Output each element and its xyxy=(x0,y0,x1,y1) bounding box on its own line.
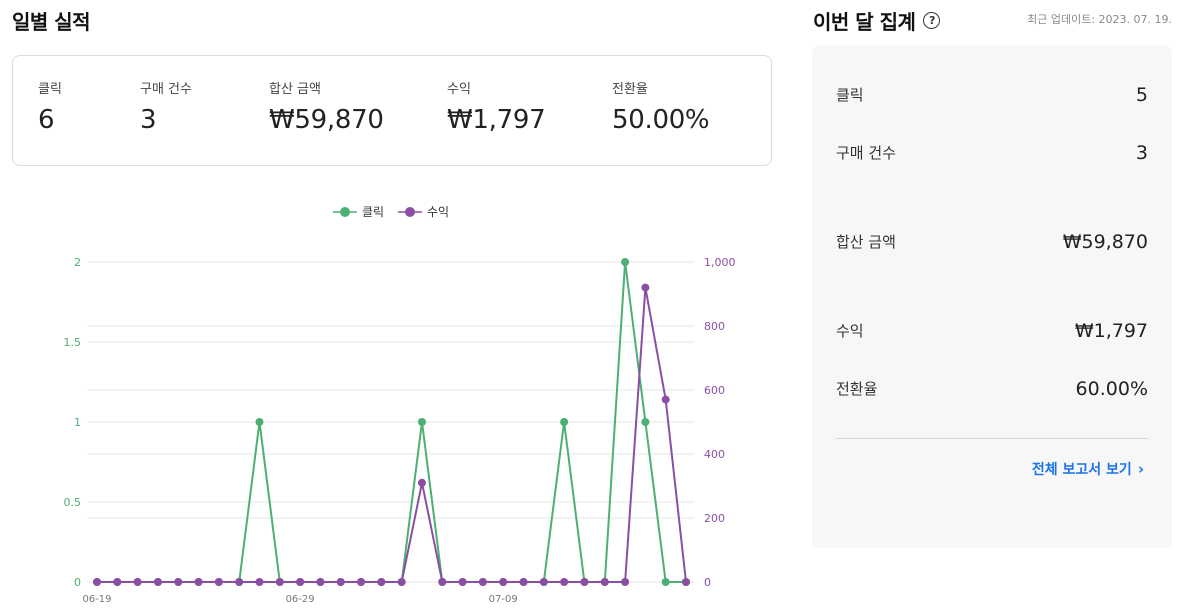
row-value: ₩1,797 xyxy=(1074,320,1148,342)
data-point xyxy=(275,578,284,586)
data-point xyxy=(539,578,548,586)
data-point xyxy=(661,578,670,586)
y-right-tick-label: 400 xyxy=(704,448,725,461)
legend-label: 수익 xyxy=(427,205,449,219)
legend-label: 클릭 xyxy=(362,205,384,219)
row-value: 60.00% xyxy=(1075,378,1148,400)
y-right-tick-label: 600 xyxy=(704,384,725,397)
data-point xyxy=(621,258,630,266)
data-point xyxy=(255,578,264,586)
y-left-tick-label: 1 xyxy=(74,416,81,429)
data-point xyxy=(560,418,569,426)
series-line xyxy=(97,287,687,583)
data-point xyxy=(214,578,223,586)
last-updated: 최근 업데이트: 2023. 07. 19. xyxy=(1027,13,1172,26)
metric-total-amount: 합산 금액 ₩59,870 xyxy=(269,78,384,135)
y-right-tick-label: 1,000 xyxy=(704,256,736,269)
question-circle-icon[interactable]: ? xyxy=(923,12,941,29)
row-label: 수익 xyxy=(836,322,864,340)
metric-value: 6 xyxy=(38,105,55,135)
y-left-tick-label: 0 xyxy=(74,576,81,589)
row-label: 구매 건수 xyxy=(836,144,896,162)
metric-revenue: 수익 ₩1,797 xyxy=(447,78,546,135)
data-point xyxy=(519,578,528,586)
data-point xyxy=(560,578,569,586)
data-point xyxy=(113,578,122,586)
data-point xyxy=(661,395,670,404)
metric-label: 전환율 xyxy=(612,82,648,97)
daily-title: 일별 실적 xyxy=(12,10,91,34)
metric-value: 3 xyxy=(140,105,157,135)
metric-value: ₩59,870 xyxy=(269,105,384,135)
metric-value: ₩1,797 xyxy=(447,105,546,135)
data-point xyxy=(641,283,650,292)
data-point xyxy=(153,578,162,586)
data-point xyxy=(377,578,386,586)
data-point xyxy=(336,578,345,586)
data-point xyxy=(438,578,447,586)
data-point xyxy=(174,578,183,586)
full-report-link[interactable]: 전체 보고서 보기 › xyxy=(1032,459,1144,479)
data-point xyxy=(458,578,467,586)
legend-marker xyxy=(340,207,350,217)
metric-label: 수익 xyxy=(447,82,471,97)
x-tick-label: 07-09 xyxy=(489,594,518,605)
data-point xyxy=(296,578,305,586)
data-point xyxy=(93,578,101,586)
row-label: 전환율 xyxy=(836,380,878,398)
legend-marker xyxy=(405,207,415,217)
data-point xyxy=(600,578,609,586)
row-label: 합산 금액 xyxy=(836,233,896,251)
data-point xyxy=(235,578,244,586)
y-right-tick-label: 800 xyxy=(704,320,725,333)
y-left-tick-label: 1.5 xyxy=(64,336,82,349)
metric-clicks: 클릭 6 xyxy=(38,78,62,135)
monthly-title-text: 이번 달 집계 xyxy=(813,10,916,34)
data-point xyxy=(580,578,589,586)
row-value: 3 xyxy=(1135,142,1148,164)
daily-chart: 0 0.5 1 1.5 2 0 200 400 600 800 1,000 06-19 06-29 07-… xyxy=(0,190,790,616)
row-label: 클릭 xyxy=(836,86,864,104)
data-point xyxy=(357,578,366,586)
data-point xyxy=(255,418,264,426)
monthly-panel: 클릭 5 구매 건수 3 합산 금액 ₩59,870 수익 ₩1,797 전환율… xyxy=(812,45,1172,548)
data-point xyxy=(417,418,426,426)
metric-value: 50.00% xyxy=(612,105,710,135)
chevron-right-icon: › xyxy=(1137,460,1144,478)
data-point xyxy=(682,578,690,586)
data-point xyxy=(641,418,650,426)
y-left-tick-label: 2 xyxy=(74,256,81,269)
data-point xyxy=(478,578,487,586)
metric-label: 합산 금액 xyxy=(269,82,321,97)
line-chart: 0 0.5 1 1.5 2 0 200 400 600 800 1,000 06-19 06-29 07-… xyxy=(64,205,736,605)
y-right-tick-label: 0 xyxy=(704,576,711,589)
metric-conversion: 전환율 50.00% xyxy=(612,78,710,135)
metric-purchases: 구매 건수 3 xyxy=(140,78,192,135)
full-report-label: 전체 보고서 보기 xyxy=(1031,462,1132,478)
daily-summary-card: 클릭 6 구매 건수 3 합산 금액 ₩59,870 수익 ₩1,797 전환율… xyxy=(12,55,772,166)
data-point xyxy=(417,478,426,487)
row-value: ₩59,870 xyxy=(1062,231,1148,253)
x-tick-label: 06-29 xyxy=(286,594,315,605)
data-point xyxy=(316,578,325,586)
metric-label: 클릭 xyxy=(38,82,62,97)
x-tick-label: 06-19 xyxy=(82,594,111,605)
monthly-title: 이번 달 집계 ? xyxy=(813,6,941,35)
metric-label: 구매 건수 xyxy=(140,82,192,97)
data-point xyxy=(499,578,508,586)
data-point xyxy=(194,578,203,586)
data-point xyxy=(621,578,630,586)
y-right-tick-label: 200 xyxy=(704,512,725,525)
data-point xyxy=(397,578,406,586)
divider xyxy=(836,438,1148,439)
y-left-tick-label: 0.5 xyxy=(64,496,82,509)
data-point xyxy=(133,578,142,586)
row-value: 5 xyxy=(1135,84,1148,106)
